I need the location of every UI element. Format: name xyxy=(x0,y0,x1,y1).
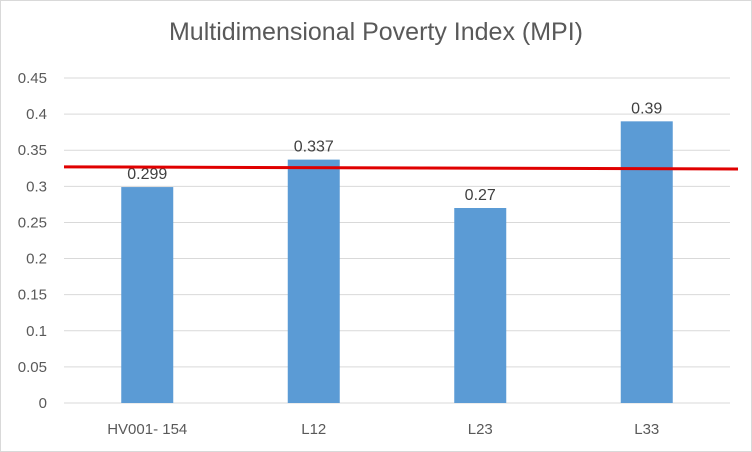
y-tick-label: 0.25 xyxy=(18,214,47,231)
y-tick-label: 0 xyxy=(39,395,47,412)
x-axis-tick-labels: HV001- 154 L12 L23 L33 xyxy=(107,421,659,438)
data-label: 0.39 xyxy=(631,100,662,117)
data-labels: 0.299 0.337 0.27 0.39 xyxy=(127,100,662,204)
chart-title: Multidimensional Poverty Index (MPI) xyxy=(168,18,584,46)
x-tick-label: L12 xyxy=(301,421,326,438)
y-tick-label: 0.4 xyxy=(26,106,47,123)
bars xyxy=(121,121,673,403)
y-tick-label: 0.45 xyxy=(18,70,47,87)
data-label: 0.27 xyxy=(465,187,496,204)
y-axis-tick-labels: 0 0.05 0.1 0.15 0.2 0.25 0.3 0.35 0.4 0.45 xyxy=(18,70,47,412)
reference-line-layer xyxy=(63,165,739,171)
bar xyxy=(121,187,174,403)
bar xyxy=(287,159,340,403)
x-tick-label: L23 xyxy=(468,421,493,438)
data-label: 0.337 xyxy=(294,139,334,156)
y-tick-label: 0.35 xyxy=(18,142,47,159)
reference-line xyxy=(63,165,739,171)
y-tick-label: 0.2 xyxy=(26,251,47,268)
y-tick-label: 0.3 xyxy=(26,178,47,195)
y-tick-label: 0.05 xyxy=(18,359,47,376)
x-tick-label: HV001- 154 xyxy=(107,421,187,438)
y-tick-label: 0.15 xyxy=(18,287,47,304)
y-tick-label: 0.1 xyxy=(26,323,47,340)
bar xyxy=(620,121,673,403)
bar xyxy=(454,208,507,403)
gridlines xyxy=(64,77,730,404)
x-tick-label: L33 xyxy=(634,421,659,438)
data-label: 0.299 xyxy=(127,166,167,183)
